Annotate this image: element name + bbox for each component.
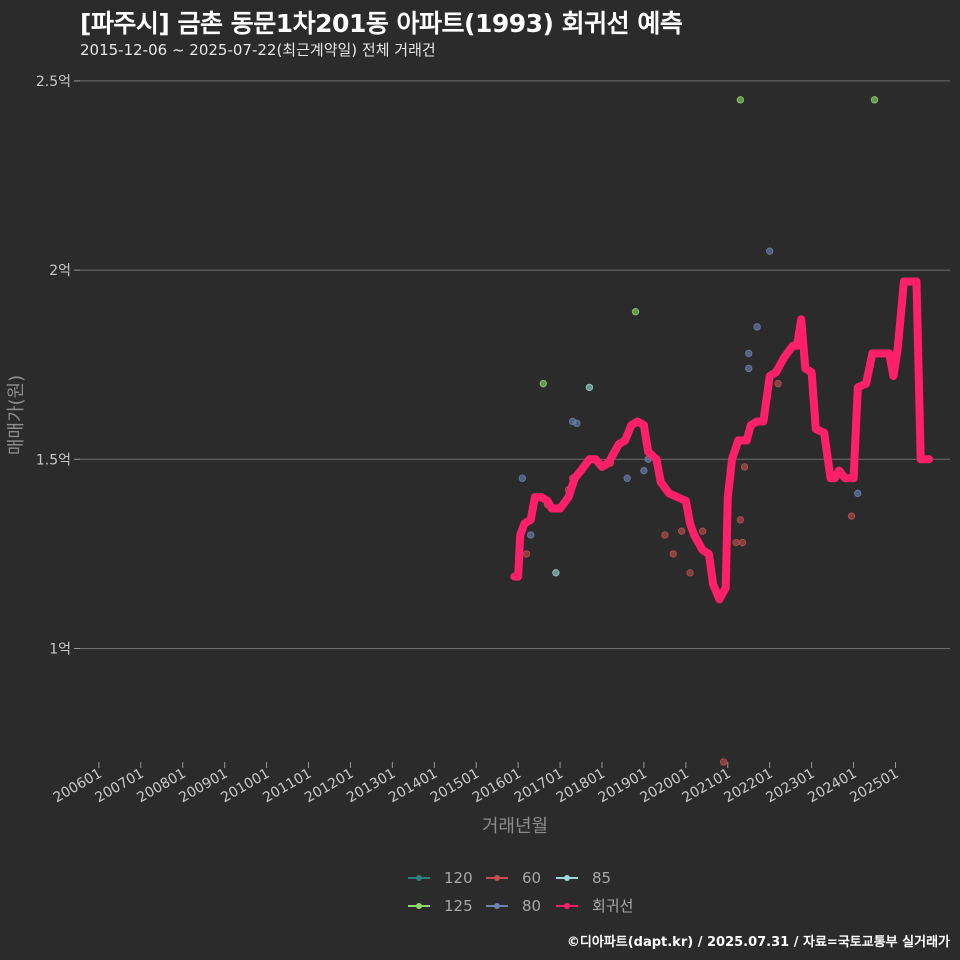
chart-subtitle: 2015-12-06 ~ 2025-07-22(최근계약일) 전체 거래건 xyxy=(80,41,436,59)
data-point-60 xyxy=(677,527,686,535)
legend-label: 125 xyxy=(444,897,473,915)
data-point-125 xyxy=(736,96,745,104)
data-point-80 xyxy=(518,474,527,482)
y-tick-label: 1억 xyxy=(49,641,71,657)
data-point-85 xyxy=(552,569,560,577)
x-tick-label: 202501 xyxy=(847,766,901,807)
data-point-60 xyxy=(736,516,745,524)
legend-label: 120 xyxy=(444,869,473,887)
legend-swatch-dot xyxy=(564,903,570,909)
data-point-60 xyxy=(686,569,694,577)
footer-credit: ©디아파트(dapt.kr) / 2025.07.31 / 자료=국토교통부 실… xyxy=(566,935,950,950)
legend-swatch-dot xyxy=(416,875,422,881)
regression-line xyxy=(510,277,933,604)
data-point-60 xyxy=(732,538,740,547)
data-point-60 xyxy=(661,531,669,539)
legend-label: 회귀선 xyxy=(592,897,633,915)
legend-item-125: 125 xyxy=(408,897,473,915)
data-point-80 xyxy=(745,364,753,373)
chart-title: [파주시] 금촌 동문1차201동 아파트(1993) 회귀선 예측 xyxy=(80,9,683,38)
data-point-60 xyxy=(738,538,747,547)
data-point-125 xyxy=(870,96,879,104)
legend-swatch-dot xyxy=(494,903,500,909)
data-point-60 xyxy=(698,527,707,535)
y-tick-label: 2.5억 xyxy=(36,74,71,90)
data-point-80 xyxy=(854,489,862,498)
data-point-80 xyxy=(573,419,581,428)
legend-swatch-dot xyxy=(494,875,500,881)
legend-item-60: 60 xyxy=(486,869,541,887)
data-point-60 xyxy=(847,512,856,520)
data-point-60 xyxy=(719,758,728,766)
legend-label: 80 xyxy=(522,897,541,915)
data-point-80 xyxy=(623,474,631,482)
data-point-125 xyxy=(539,379,548,388)
data-point-80 xyxy=(640,466,648,475)
legend: 120 60 85 125 80 회귀선 xyxy=(408,869,633,915)
data-point-60 xyxy=(774,379,782,388)
data-point-60 xyxy=(740,463,749,471)
legend-item-120: 120 xyxy=(408,869,473,887)
x-axis-ticks: 2006012007012008012009012010012011012012… xyxy=(51,762,901,807)
data-point-80 xyxy=(745,349,753,358)
legend-item-회귀선: 회귀선 xyxy=(556,897,633,915)
y-tick-label: 1.5억 xyxy=(36,452,71,468)
data-point-85 xyxy=(585,383,594,392)
legend-swatch-dot xyxy=(564,875,570,881)
data-point-60 xyxy=(669,550,677,558)
data-point-60 xyxy=(522,550,531,558)
y-axis-title: 매매가(원) xyxy=(6,375,27,455)
y-tick-label: 2억 xyxy=(49,263,71,279)
legend-label: 85 xyxy=(592,869,611,887)
data-point-80 xyxy=(766,247,774,255)
data-point-80 xyxy=(527,531,535,539)
data-point-80 xyxy=(753,323,761,331)
legend-swatch-dot xyxy=(416,903,422,909)
legend-label: 60 xyxy=(522,869,541,887)
data-point-125 xyxy=(631,308,640,316)
x-axis-title: 거래년월 xyxy=(482,816,548,837)
grid-lines xyxy=(80,80,950,649)
legend-item-85: 85 xyxy=(556,869,611,887)
legend-item-80: 80 xyxy=(486,897,541,915)
y-axis-ticks: 1억 1.5억 2억 2.5억 xyxy=(36,74,80,657)
regression-line-path xyxy=(510,277,933,604)
